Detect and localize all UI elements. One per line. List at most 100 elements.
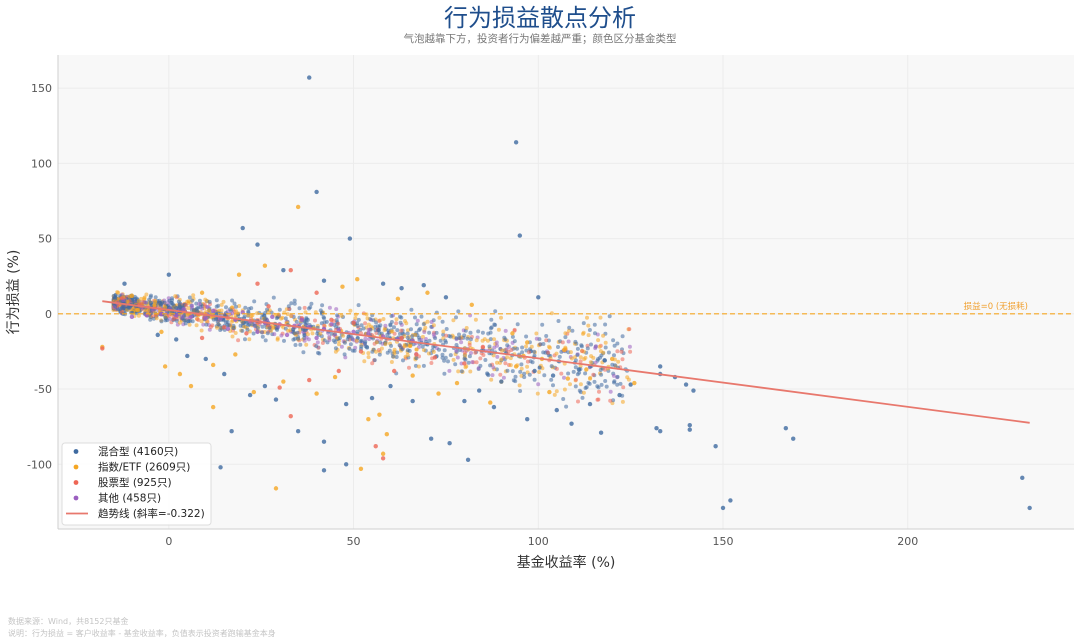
band-point	[363, 321, 368, 326]
band-point	[554, 389, 559, 394]
band-point	[515, 346, 519, 351]
band-point	[389, 343, 393, 348]
data-point	[517, 233, 523, 238]
data-point	[683, 382, 689, 387]
band-point	[394, 321, 399, 326]
data-point	[270, 314, 275, 320]
data-points	[100, 75, 1032, 511]
band-point	[215, 319, 220, 324]
band-point	[559, 371, 564, 376]
band-point	[219, 308, 224, 313]
band-point	[201, 322, 206, 327]
band-point	[506, 349, 511, 354]
band-point	[575, 353, 580, 357]
band-point	[334, 307, 339, 312]
band-point	[366, 327, 371, 332]
band-point	[224, 305, 228, 310]
band-point	[186, 319, 191, 324]
band-point	[397, 343, 402, 348]
band-point	[554, 351, 559, 356]
band-point	[292, 331, 297, 336]
band-point	[342, 352, 347, 357]
data-point	[295, 204, 301, 210]
band-point	[520, 345, 525, 350]
y-tick-labels: -100 -50 0 50 100 150	[27, 82, 52, 471]
band-point	[549, 364, 554, 369]
band-point	[246, 313, 251, 317]
band-point	[496, 327, 501, 332]
band-point	[597, 389, 601, 394]
data-point	[480, 344, 486, 350]
band-point	[564, 404, 569, 409]
band-point	[584, 385, 589, 390]
band-point	[365, 345, 370, 350]
data-point	[628, 382, 633, 387]
band-point	[383, 342, 388, 347]
trend-line	[102, 300, 1030, 424]
data-point	[713, 444, 718, 449]
band-point	[392, 351, 397, 356]
band-point	[152, 303, 157, 308]
zero-reference-label: 损益=0 (无损耗)	[964, 301, 1028, 312]
data-point	[174, 313, 179, 318]
band-point	[359, 338, 364, 343]
data-point	[476, 388, 482, 393]
band-point	[512, 339, 517, 344]
band-point	[585, 315, 589, 320]
band-point	[441, 329, 446, 334]
band-point	[230, 334, 235, 339]
y-tick-label: -100	[27, 458, 52, 471]
data-point	[462, 361, 467, 366]
band-point	[398, 331, 402, 336]
x-axis-label: 基金收益率 (%)	[517, 554, 616, 571]
band-point	[593, 360, 598, 365]
data-point	[554, 407, 559, 413]
data-point	[262, 263, 268, 268]
band-point	[546, 350, 551, 355]
data-point	[384, 432, 390, 437]
x-tick-label: 200	[897, 535, 918, 548]
band-point	[285, 312, 290, 317]
data-point	[343, 401, 349, 407]
band-point	[377, 319, 382, 323]
band-point	[591, 372, 596, 377]
band-point	[133, 297, 138, 302]
data-point	[351, 320, 356, 326]
band-point	[274, 316, 279, 321]
band-point	[279, 316, 284, 321]
data-point	[380, 456, 386, 461]
band-point	[229, 305, 234, 310]
data-point	[658, 364, 663, 369]
band-point	[596, 397, 601, 402]
band-point	[329, 331, 334, 336]
band-point	[421, 322, 426, 327]
data-point	[336, 368, 341, 374]
band-point	[425, 319, 430, 324]
band-point	[363, 339, 368, 344]
band-point	[489, 377, 494, 382]
band-point	[608, 389, 613, 394]
band-point	[505, 343, 510, 348]
x-tick-label: 50	[347, 535, 361, 548]
band-point	[589, 342, 593, 347]
band-point	[356, 317, 361, 322]
band-point	[446, 359, 450, 364]
band-point	[190, 298, 195, 303]
data-point	[332, 374, 338, 380]
data-point	[159, 311, 164, 317]
band-point	[519, 362, 524, 367]
band-point	[513, 379, 518, 384]
band-point	[263, 338, 268, 343]
band-point	[589, 354, 594, 359]
band-point	[544, 338, 549, 343]
legend-marker	[73, 480, 79, 485]
band-point	[362, 359, 367, 364]
band-point	[298, 342, 303, 347]
band-point	[423, 337, 428, 341]
band-point	[586, 333, 591, 338]
band-point	[527, 350, 531, 355]
band-point	[187, 295, 192, 300]
data-point	[1027, 505, 1032, 511]
band-point	[337, 342, 341, 347]
band-point	[240, 328, 245, 333]
